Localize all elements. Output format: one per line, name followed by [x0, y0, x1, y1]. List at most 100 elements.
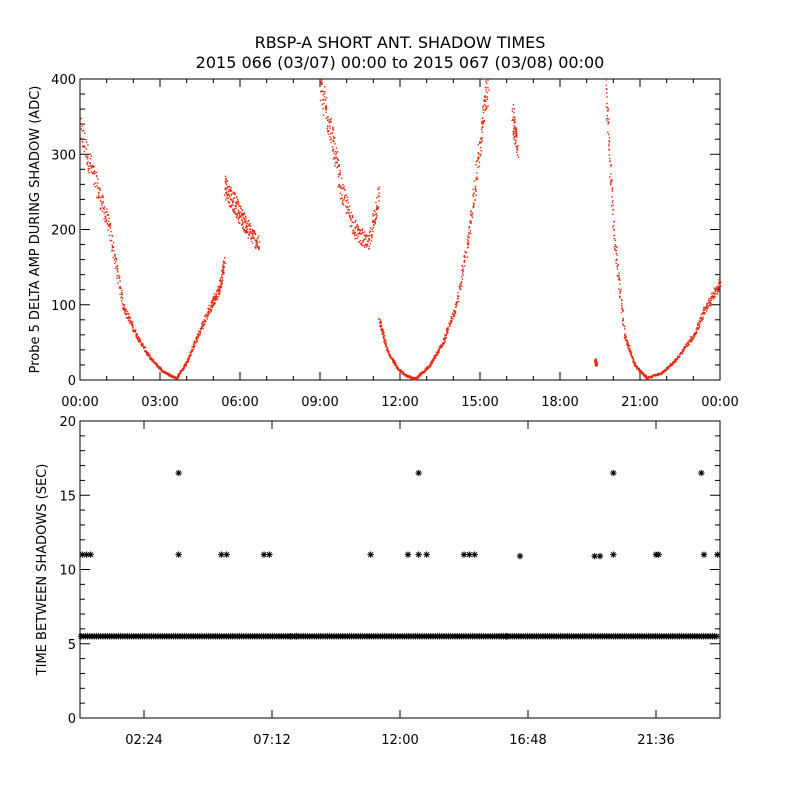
scatter-point — [334, 137, 336, 139]
scatter-point — [606, 119, 608, 121]
scatter-point — [99, 189, 101, 192]
scatter-point — [486, 96, 489, 98]
scatter-point — [447, 328, 450, 330]
scatter-point — [447, 331, 449, 333]
top-x-tick-label: 00:00 — [701, 395, 738, 410]
scatter-point — [624, 334, 626, 336]
scatter-point — [415, 377, 418, 379]
scatter-point — [622, 308, 624, 311]
scatter-point — [477, 156, 480, 158]
scatter-point — [250, 240, 253, 243]
scatter-point — [621, 302, 623, 305]
scatter-point — [244, 221, 246, 223]
scatter-point — [219, 279, 221, 281]
scatter-point — [664, 368, 667, 370]
scatter-point — [714, 296, 716, 298]
scatter-point — [212, 304, 215, 306]
scatter-point — [621, 307, 623, 309]
scatter-point — [236, 203, 238, 205]
scatter-point — [714, 289, 716, 291]
scatter-point — [335, 157, 337, 159]
scatter-point — [333, 152, 335, 154]
scatter-point — [417, 374, 419, 377]
scatter-point — [256, 244, 258, 246]
scatter-point — [178, 373, 180, 376]
scatter-point — [191, 346, 193, 348]
scatter-point — [341, 202, 344, 204]
scatter-point — [361, 228, 364, 230]
scatter-point — [242, 223, 244, 225]
scatter-point — [487, 87, 489, 89]
scatter-point — [462, 272, 464, 274]
scatter-point — [98, 196, 100, 198]
scatter-point — [239, 215, 241, 217]
scatter-point — [472, 195, 475, 198]
scatter-point — [425, 367, 427, 369]
scatter-point — [625, 335, 627, 338]
scatter-point — [377, 188, 379, 190]
scatter-point — [235, 216, 237, 218]
scatter-point — [363, 234, 365, 236]
scatter-point — [420, 372, 422, 374]
scatter-point — [661, 373, 663, 376]
scatter-point — [156, 363, 158, 365]
scatter-point — [515, 139, 517, 142]
scatter-point — [213, 295, 215, 298]
scatter-point — [434, 357, 436, 360]
scatter-point — [433, 357, 435, 359]
scatter-point — [85, 138, 87, 141]
scatter-point — [340, 187, 343, 190]
scatter-point — [235, 203, 237, 205]
scatter-point — [113, 259, 116, 261]
scatter-point — [323, 102, 325, 105]
scatter-point — [336, 151, 339, 153]
scatter-point — [236, 212, 238, 215]
scatter-point — [242, 227, 244, 230]
scatter-point — [160, 367, 162, 370]
baseline-point — [713, 633, 720, 640]
scatter-point — [706, 304, 709, 307]
scatter-point — [621, 304, 623, 307]
scatter-point — [164, 372, 167, 375]
scatter-point — [246, 231, 248, 233]
scatter-point — [409, 376, 412, 378]
scatter-point — [516, 147, 519, 149]
scatter-point — [132, 325, 134, 327]
scatter-point — [709, 302, 711, 304]
scatter-point — [629, 352, 632, 354]
scatter-point — [378, 195, 380, 198]
scatter-point — [108, 225, 110, 228]
scatter-point — [642, 373, 644, 375]
scatter-point — [415, 551, 422, 558]
scatter-point — [183, 364, 185, 366]
scatter-point — [615, 262, 617, 264]
scatter-point — [207, 307, 209, 310]
scatter-point — [114, 257, 116, 259]
scatter-point — [372, 230, 374, 233]
scatter-point — [356, 225, 358, 227]
scatter-point — [351, 217, 354, 219]
scatter-point — [130, 320, 132, 322]
scatter-point — [338, 186, 341, 188]
scatter-point — [636, 368, 638, 370]
scatter-point — [613, 209, 615, 211]
scatter-point — [159, 368, 161, 371]
scatter-point — [360, 243, 363, 246]
scatter-point — [182, 368, 184, 370]
scatter-point — [352, 229, 355, 231]
scatter-point — [254, 246, 256, 248]
scatter-point — [339, 192, 341, 194]
scatter-point — [226, 187, 228, 189]
scatter-point — [468, 227, 470, 229]
scatter-point — [210, 301, 212, 303]
scatter-point — [513, 108, 516, 110]
scatter-point — [329, 136, 331, 138]
scatter-point — [331, 149, 334, 151]
scatter-point — [135, 334, 137, 337]
scatter-point — [332, 127, 334, 130]
scatter-point — [620, 288, 622, 291]
scatter-point — [342, 200, 344, 202]
scatter-point — [606, 92, 608, 94]
scatter-point — [632, 358, 634, 361]
scatter-point — [372, 213, 374, 215]
